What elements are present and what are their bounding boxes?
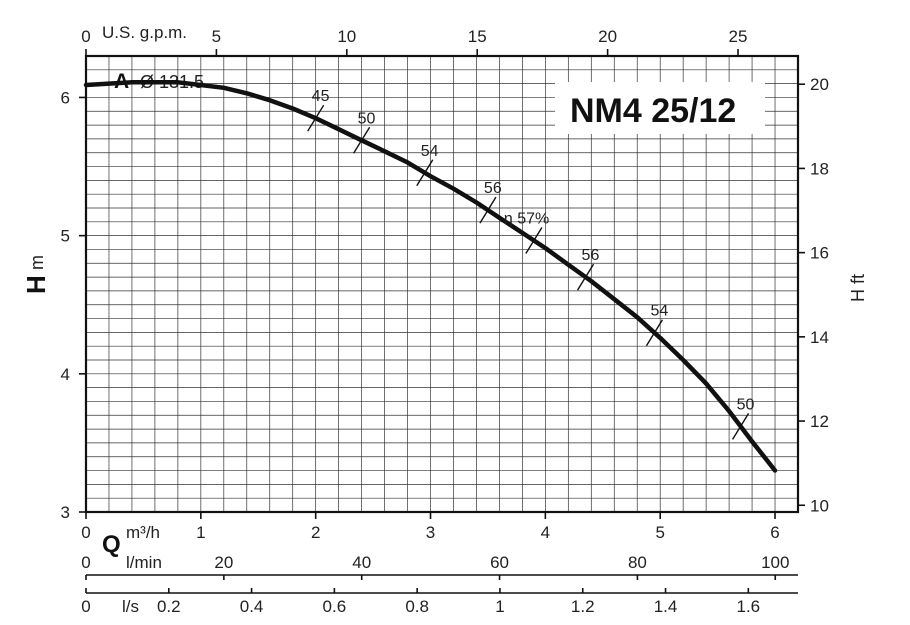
x-axis-unit-lmin: l/min (126, 553, 162, 572)
ls-tick-label: 1.2 (571, 597, 595, 616)
ls-tick-label: 0 (81, 597, 90, 616)
lmin-tick-label: 20 (214, 553, 233, 572)
top-axis-unit: U.S. g.p.m. (102, 23, 187, 42)
x-axis-unit-m3h: m³/h (126, 523, 160, 542)
efficiency-label: 45 (312, 88, 330, 105)
ls-tick-label: 1.6 (737, 597, 761, 616)
title-box (555, 82, 765, 134)
efficiency-tick (525, 227, 543, 254)
y-right-tick-label: 14 (810, 328, 829, 347)
lmin-tick-label: 60 (490, 553, 509, 572)
top-tick-label: 15 (468, 27, 487, 46)
efficiency-tick (416, 159, 434, 187)
y-right-tick-label: 18 (810, 159, 829, 178)
lmin-axis-ticks: 0 20 40 60 80 100 (81, 553, 789, 580)
ls-tick-label: 1.4 (654, 597, 678, 616)
x-tick-label: 2 (311, 523, 320, 542)
ls-tick-label: 0.8 (405, 597, 429, 616)
lmin-tick-label: 100 (761, 553, 789, 572)
y-axis-title-left: H m (21, 255, 51, 294)
y-tick-label: 3 (61, 503, 70, 522)
ls-tick-label: 0.2 (157, 597, 181, 616)
plot-frame (84, 54, 800, 514)
performance-curve (83, 80, 778, 473)
efficiency-label: 50 (358, 110, 376, 127)
efficiency-tick (307, 104, 325, 132)
efficiency-label: 54 (650, 303, 668, 320)
efficiency-label: 54 (421, 143, 439, 160)
y-tick-label: 6 (61, 88, 70, 107)
efficiency-tick (645, 319, 664, 347)
x-tick-label: 3 (426, 523, 435, 542)
x-axis-symbol: Q (102, 531, 121, 558)
top-tick-label: 20 (598, 27, 617, 46)
y-right-tick-label: 10 (810, 496, 829, 515)
lmin-tick-label: 80 (628, 553, 647, 572)
top-tick-label: 25 (729, 27, 748, 46)
efficiency-tick (353, 126, 371, 154)
x-tick-label: 4 (541, 523, 550, 542)
y-tick-label: 5 (61, 227, 70, 246)
y-right-tick-label: 16 (810, 244, 829, 263)
ls-tick-label: 0.4 (240, 597, 264, 616)
y-axis-title-right: H ft (848, 274, 868, 302)
y-axis-symbol: H (21, 275, 51, 294)
x-tick-label: 5 (655, 523, 664, 542)
y-right-tick-label: 12 (810, 412, 829, 431)
lmin-tick-label: 0 (81, 553, 90, 572)
ls-tick-label: 1 (495, 597, 504, 616)
chart-grid (86, 56, 798, 512)
ls-tick-label: 0.6 (323, 597, 347, 616)
efficiency-label: 56 (484, 180, 502, 197)
efficiency-tick (731, 412, 750, 440)
x-tick-label: 6 (770, 523, 779, 542)
x-tick-label: 1 (196, 523, 205, 542)
x-tick-label: 0 (81, 523, 90, 542)
chart-title: NM4 25/12 (570, 92, 736, 130)
y-axis-unit: m (27, 255, 47, 270)
top-tick-label: 5 (212, 27, 221, 46)
efficiency-label: 56 (582, 247, 600, 264)
top-tick-label: 10 (337, 27, 356, 46)
lmin-tick-label: 40 (352, 553, 371, 572)
y-right-tick-label: 20 (810, 75, 829, 94)
y-tick-label: 4 (61, 365, 70, 384)
x-axis-unit-ls: l/s (122, 597, 139, 616)
efficiency-label: 50 (737, 396, 755, 413)
efficiency-label: η 57% (504, 210, 549, 227)
efficiency-tick (576, 263, 595, 291)
efficiency-tick (479, 196, 497, 224)
ls-axis-ticks: 0 0.2 0.4 0.6 0.8 1 1.2 1.4 1.6 (81, 588, 760, 616)
top-tick-label: 0 (81, 27, 90, 46)
